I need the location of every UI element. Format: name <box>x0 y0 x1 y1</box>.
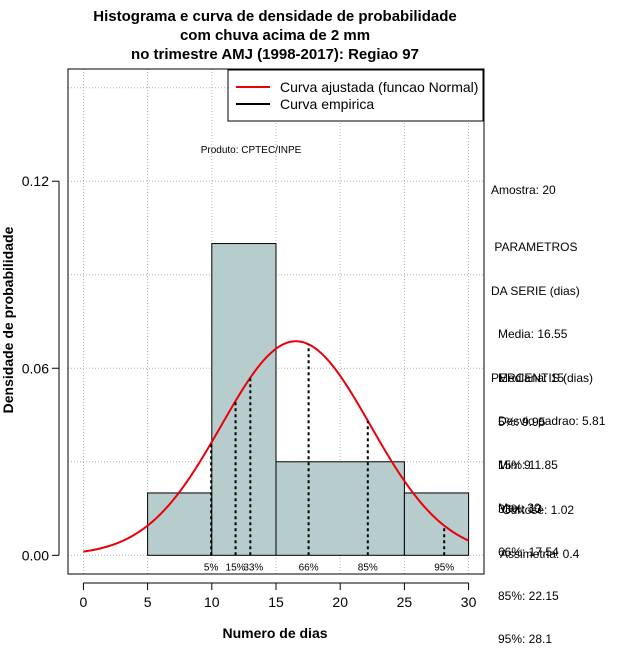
stat-p05: 5%: 9.95 <box>498 414 546 429</box>
percentile-label: 85% <box>358 562 378 573</box>
histogram-bar <box>147 492 213 556</box>
x-axis: 0 5 10 15 20 25 30 <box>80 582 477 610</box>
stat-p15: 15%: 11.85 <box>498 458 558 472</box>
x-tick-label: 10 <box>204 594 220 610</box>
legend-label-empirical-curve: Curva empirica <box>280 96 374 112</box>
normal-curve-line <box>83 340 470 553</box>
title-line-1: Histograma e curva de densidade de proba… <box>93 8 456 25</box>
x-tick-label: 0 <box>80 594 88 610</box>
x-tick-label: 20 <box>332 594 348 610</box>
histogram-bars <box>147 243 470 556</box>
sample-size: Amostra: 20 <box>491 183 556 197</box>
legend-label-fitted-curve: Curva ajustada (funcao Normal) <box>280 79 478 95</box>
y-tick-label: 0.00 <box>22 547 49 563</box>
y-tick-label: 0.12 <box>22 173 49 189</box>
stat-mean: Media: 16.55 <box>498 327 568 341</box>
stat-kurtosis: Curtose: 1.02 <box>502 503 575 517</box>
title-line-3: no trimestre AMJ (1998-2017): Regiao 97 <box>131 46 419 63</box>
x-tick-label: 15 <box>268 594 284 610</box>
stat-p85: 85%: 22.15 <box>498 588 559 603</box>
stat-max: Max: 30 <box>498 501 541 515</box>
stat-std-dev: Desvio padrao: 5.81 <box>498 414 606 428</box>
percentile-label: 5% <box>204 562 219 573</box>
normal-curve <box>83 340 470 553</box>
stat-median: Mediana: 15 <box>498 370 565 385</box>
percentile-label: 95% <box>434 562 454 573</box>
plot-frame <box>67 68 485 575</box>
stat-p33: 33%: 13 <box>498 501 543 516</box>
stat-min: Min: 9 <box>498 457 531 472</box>
x-tick-label: 30 <box>461 594 477 610</box>
percentile-label: 66% <box>299 562 319 573</box>
histogram-bar <box>403 492 470 556</box>
stat-p95: 95%: 28.1 <box>498 632 553 646</box>
legend-box <box>227 69 484 122</box>
y-axis-label: Densidade de probabilidade <box>0 226 16 413</box>
percentile-label: 15% <box>226 562 246 573</box>
stat-p66: 66%: 17.54 <box>498 545 559 559</box>
percentiles-header: PERCENTIS (dias) <box>491 371 594 385</box>
stat-skewness: Assimetria: 0.4 <box>500 546 580 561</box>
params-header-line-2: DA SERIE (dias) <box>491 283 580 298</box>
percentiles-block: PERCENTIS (dias) 5%: 9.95 15%: 11.85 33%… <box>491 342 593 661</box>
chart-title: Histograma e curva de densidade de proba… <box>93 8 456 63</box>
product-label: Produto: CPTEC/INPE <box>201 145 302 156</box>
percentile-label: 33% <box>243 562 263 573</box>
percentile-lines: 5% 15%33% 66% 85% 95% <box>204 344 454 573</box>
params-block: PARAMETROS DA SERIE (dias) Media: 16.55 … <box>491 211 605 530</box>
x-axis-label: Numero de dias <box>222 625 327 641</box>
y-axis: 0.00 0.06 0.12 <box>22 173 60 563</box>
x-tick-label: 5 <box>144 594 152 610</box>
legend: Curva ajustada (funcao Normal) Curva emp… <box>227 69 484 122</box>
histogram-bar <box>211 243 277 556</box>
histogram-bar <box>275 461 405 556</box>
y-tick-label: 0.06 <box>22 360 49 376</box>
params-header-line-1: PARAMETROS <box>491 240 578 254</box>
title-line-2: com chuva acima de 2 mm <box>180 27 370 44</box>
x-tick-label: 25 <box>397 594 413 610</box>
shape-block: Curtose: 1.02 Assimetria: 0.4 <box>500 474 579 576</box>
